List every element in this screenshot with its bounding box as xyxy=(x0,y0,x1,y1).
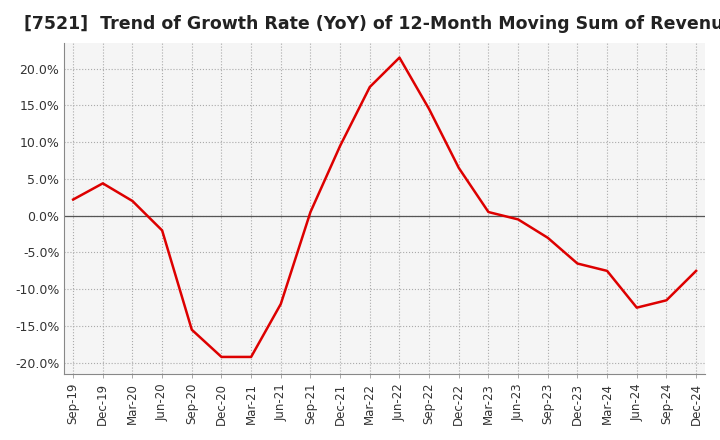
Title: [7521]  Trend of Growth Rate (YoY) of 12-Month Moving Sum of Revenues: [7521] Trend of Growth Rate (YoY) of 12-… xyxy=(24,15,720,33)
